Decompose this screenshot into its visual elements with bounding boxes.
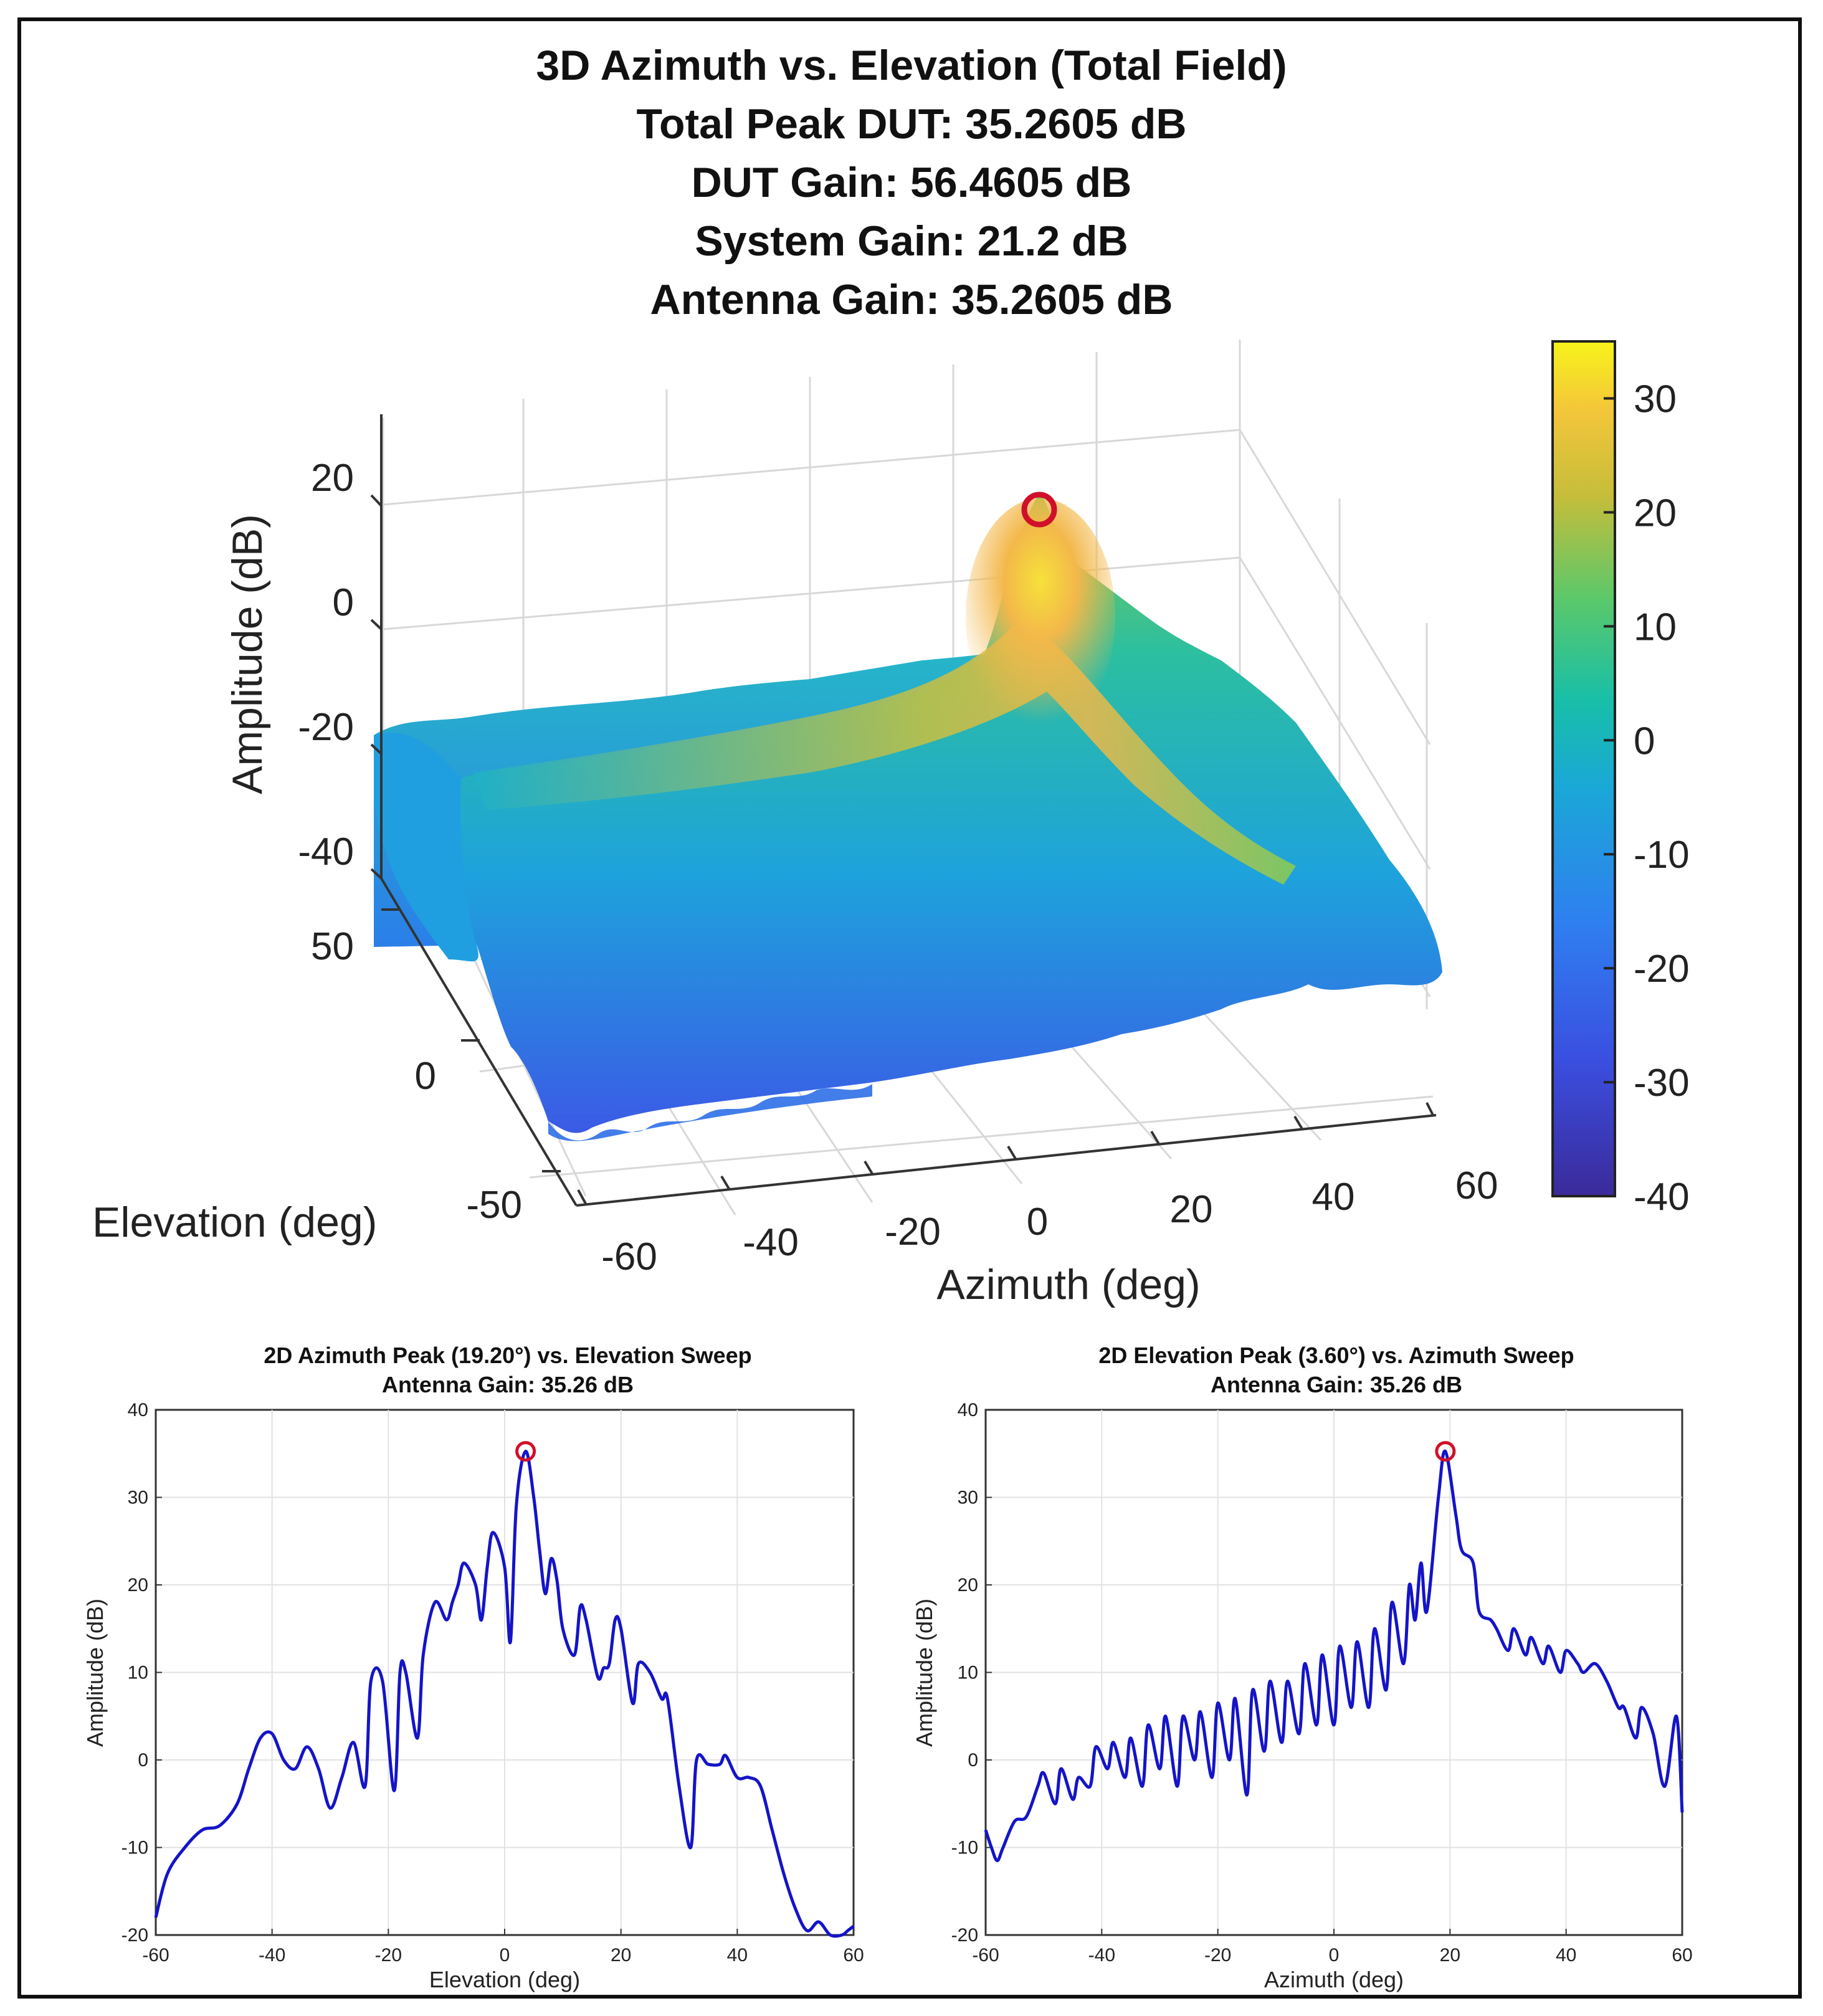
y-tick-label: 20 xyxy=(128,1575,148,1595)
y-tick-label: 20 xyxy=(958,1575,978,1595)
azimuth-sweep-plot: 2D Elevation Peak (3.60°) vs. Azimuth Sw… xyxy=(912,1343,1693,1992)
surface-y-tick-label: 0 xyxy=(415,1055,436,1098)
colorbar-tick-label: 30 xyxy=(1634,378,1677,421)
y-tick-label: -10 xyxy=(121,1838,148,1858)
colorbar: -40 -30 -20 -10 0 10 20 30 xyxy=(1551,340,1690,1219)
surface-z-tick-label: -40 xyxy=(298,830,354,873)
surface-tick-marks xyxy=(370,494,1434,1204)
y-tick-label: -20 xyxy=(121,1925,148,1946)
surface-z-tick-label: -20 xyxy=(298,706,354,749)
azimuth-sweep-y-axis-label: Amplitude (dB) xyxy=(912,1599,937,1747)
main-title-line-5: Antenna Gain: 35.2605 dB xyxy=(650,276,1173,323)
colorbar-gradient xyxy=(1551,340,1616,1197)
surface-left-slab xyxy=(374,733,478,962)
y-tick-label: -10 xyxy=(951,1838,978,1858)
surface-z-tick-labels: 20 0 -20 -40 xyxy=(298,457,354,873)
x-tick-label: 20 xyxy=(611,1945,631,1966)
elevation-sweep-x-axis-label: Elevation (deg) xyxy=(429,1967,580,1992)
azimuth-sweep-peak-marker xyxy=(1435,1441,1456,1462)
y-tick-label: 10 xyxy=(128,1663,148,1683)
x-tick-label: 60 xyxy=(843,1945,864,1966)
x-tick-label: 20 xyxy=(1440,1945,1460,1966)
elevation-sweep-peak-marker xyxy=(515,1441,536,1462)
main-title: 3D Azimuth vs. Elevation (Total Field) T… xyxy=(536,42,1287,323)
elevation-sweep-y-axis-label: Amplitude (dB) xyxy=(82,1599,108,1747)
y-tick-label: 10 xyxy=(958,1663,978,1683)
y-tick-label: 30 xyxy=(128,1488,148,1508)
x-tick-label: -40 xyxy=(259,1945,285,1966)
colorbar-tick-label: -30 xyxy=(1634,1062,1690,1105)
surface-x-tick-label: 60 xyxy=(1455,1164,1498,1207)
x-tick-label: -20 xyxy=(375,1945,402,1966)
surface-y-axis-label: Elevation (deg) xyxy=(92,1199,377,1246)
surface-mesh xyxy=(374,492,1442,1141)
surface-z-tick-label: 0 xyxy=(333,581,354,624)
y-tick-label: -20 xyxy=(951,1925,978,1946)
colorbar-tick-label: 10 xyxy=(1634,606,1677,649)
surface-x-tick-label: -40 xyxy=(743,1221,799,1264)
colorbar-tick-label: 0 xyxy=(1634,720,1655,763)
x-tick-label: 60 xyxy=(1672,1945,1692,1966)
y-tick-label: 40 xyxy=(958,1400,978,1420)
elevation-sweep-grid xyxy=(156,1410,854,1935)
surface-y-tick-label: 50 xyxy=(311,925,354,968)
y-tick-label: 0 xyxy=(138,1750,148,1771)
elevation-sweep-title: 2D Azimuth Peak (19.20°) vs. Elevation S… xyxy=(264,1343,751,1368)
surface-x-tick-label: 0 xyxy=(1027,1201,1048,1243)
surface-x-tick-labels: -60 -40 -20 0 20 40 60 xyxy=(601,1164,1498,1278)
elevation-sweep-tick-labels: -60 -40 -20 0 20 40 60 -20 -10 0 10 20 30 40 xyxy=(121,1400,864,1966)
peak-marker-3d xyxy=(1021,492,1057,528)
y-tick-label: 40 xyxy=(128,1400,148,1420)
azimuth-sweep-x-axis-label: Azimuth (deg) xyxy=(1264,1967,1404,1992)
x-tick-label: -40 xyxy=(1088,1945,1115,1966)
x-tick-label: 40 xyxy=(1556,1945,1576,1966)
x-tick-label: -20 xyxy=(1204,1945,1231,1966)
x-tick-label: 0 xyxy=(500,1945,510,1966)
azimuth-sweep-tick-labels: -60 -40 -20 0 20 40 60 -20 -10 0 10 20 30 40 xyxy=(951,1400,1693,1966)
surface-x-tick-label: 20 xyxy=(1170,1188,1213,1231)
surface-x-tick-label: -20 xyxy=(885,1210,941,1253)
surface-axes xyxy=(380,414,1437,1207)
surface-y-tick-label: -50 xyxy=(466,1184,522,1227)
surface-z-axis-label: Amplitude (dB) xyxy=(224,514,271,794)
x-tick-label: 40 xyxy=(727,1945,748,1966)
colorbar-tick-label: 20 xyxy=(1634,492,1677,535)
azimuth-sweep-subtitle: Antenna Gain: 35.26 dB xyxy=(1211,1372,1462,1397)
main-title-line-2: Total Peak DUT: 35.2605 dB xyxy=(636,100,1186,148)
y-tick-label: 0 xyxy=(968,1750,978,1771)
azimuth-sweep-line xyxy=(984,1449,1684,1863)
surface-x-tick-label: -60 xyxy=(601,1235,657,1278)
colorbar-tick-label: -40 xyxy=(1634,1176,1690,1219)
x-tick-label: 0 xyxy=(1329,1945,1340,1966)
x-tick-label: -60 xyxy=(142,1945,169,1966)
surface-x-axis-label: Azimuth (deg) xyxy=(936,1261,1200,1308)
surface-y-tick-labels: 50 0 -50 xyxy=(311,925,522,1227)
x-tick-label: -60 xyxy=(972,1945,999,1966)
azimuth-sweep-grid xyxy=(986,1410,1682,1935)
azimuth-sweep-title: 2D Elevation Peak (3.60°) vs. Azimuth Sw… xyxy=(1098,1343,1574,1368)
main-title-line-1: 3D Azimuth vs. Elevation (Total Field) xyxy=(536,42,1287,89)
surface-x-tick-label: 40 xyxy=(1312,1176,1355,1219)
elevation-sweep-plot: 2D Azimuth Peak (19.20°) vs. Elevation S… xyxy=(82,1343,864,1992)
y-tick-label: 30 xyxy=(958,1488,978,1508)
main-title-line-3: DUT Gain: 56.4605 dB xyxy=(692,159,1132,206)
colorbar-tick-label: -20 xyxy=(1634,948,1690,991)
surface-body xyxy=(460,492,1442,1133)
surface-front-edge xyxy=(548,1084,872,1141)
elevation-sweep-subtitle: Antenna Gain: 35.26 dB xyxy=(382,1372,634,1397)
colorbar-tick-label: -10 xyxy=(1634,834,1690,877)
surface-plot-3d: 20 0 -20 -40 50 0 -50 -60 -40 -20 0 20 4… xyxy=(92,340,1690,1308)
colorbar-tick-labels: -40 -30 -20 -10 0 10 20 30 xyxy=(1604,378,1690,1219)
surface-peak-glow xyxy=(966,498,1115,735)
surface-z-tick-label: 20 xyxy=(311,457,354,500)
main-title-line-4: System Gain: 21.2 dB xyxy=(695,217,1128,265)
elevation-sweep-line xyxy=(154,1450,855,1938)
